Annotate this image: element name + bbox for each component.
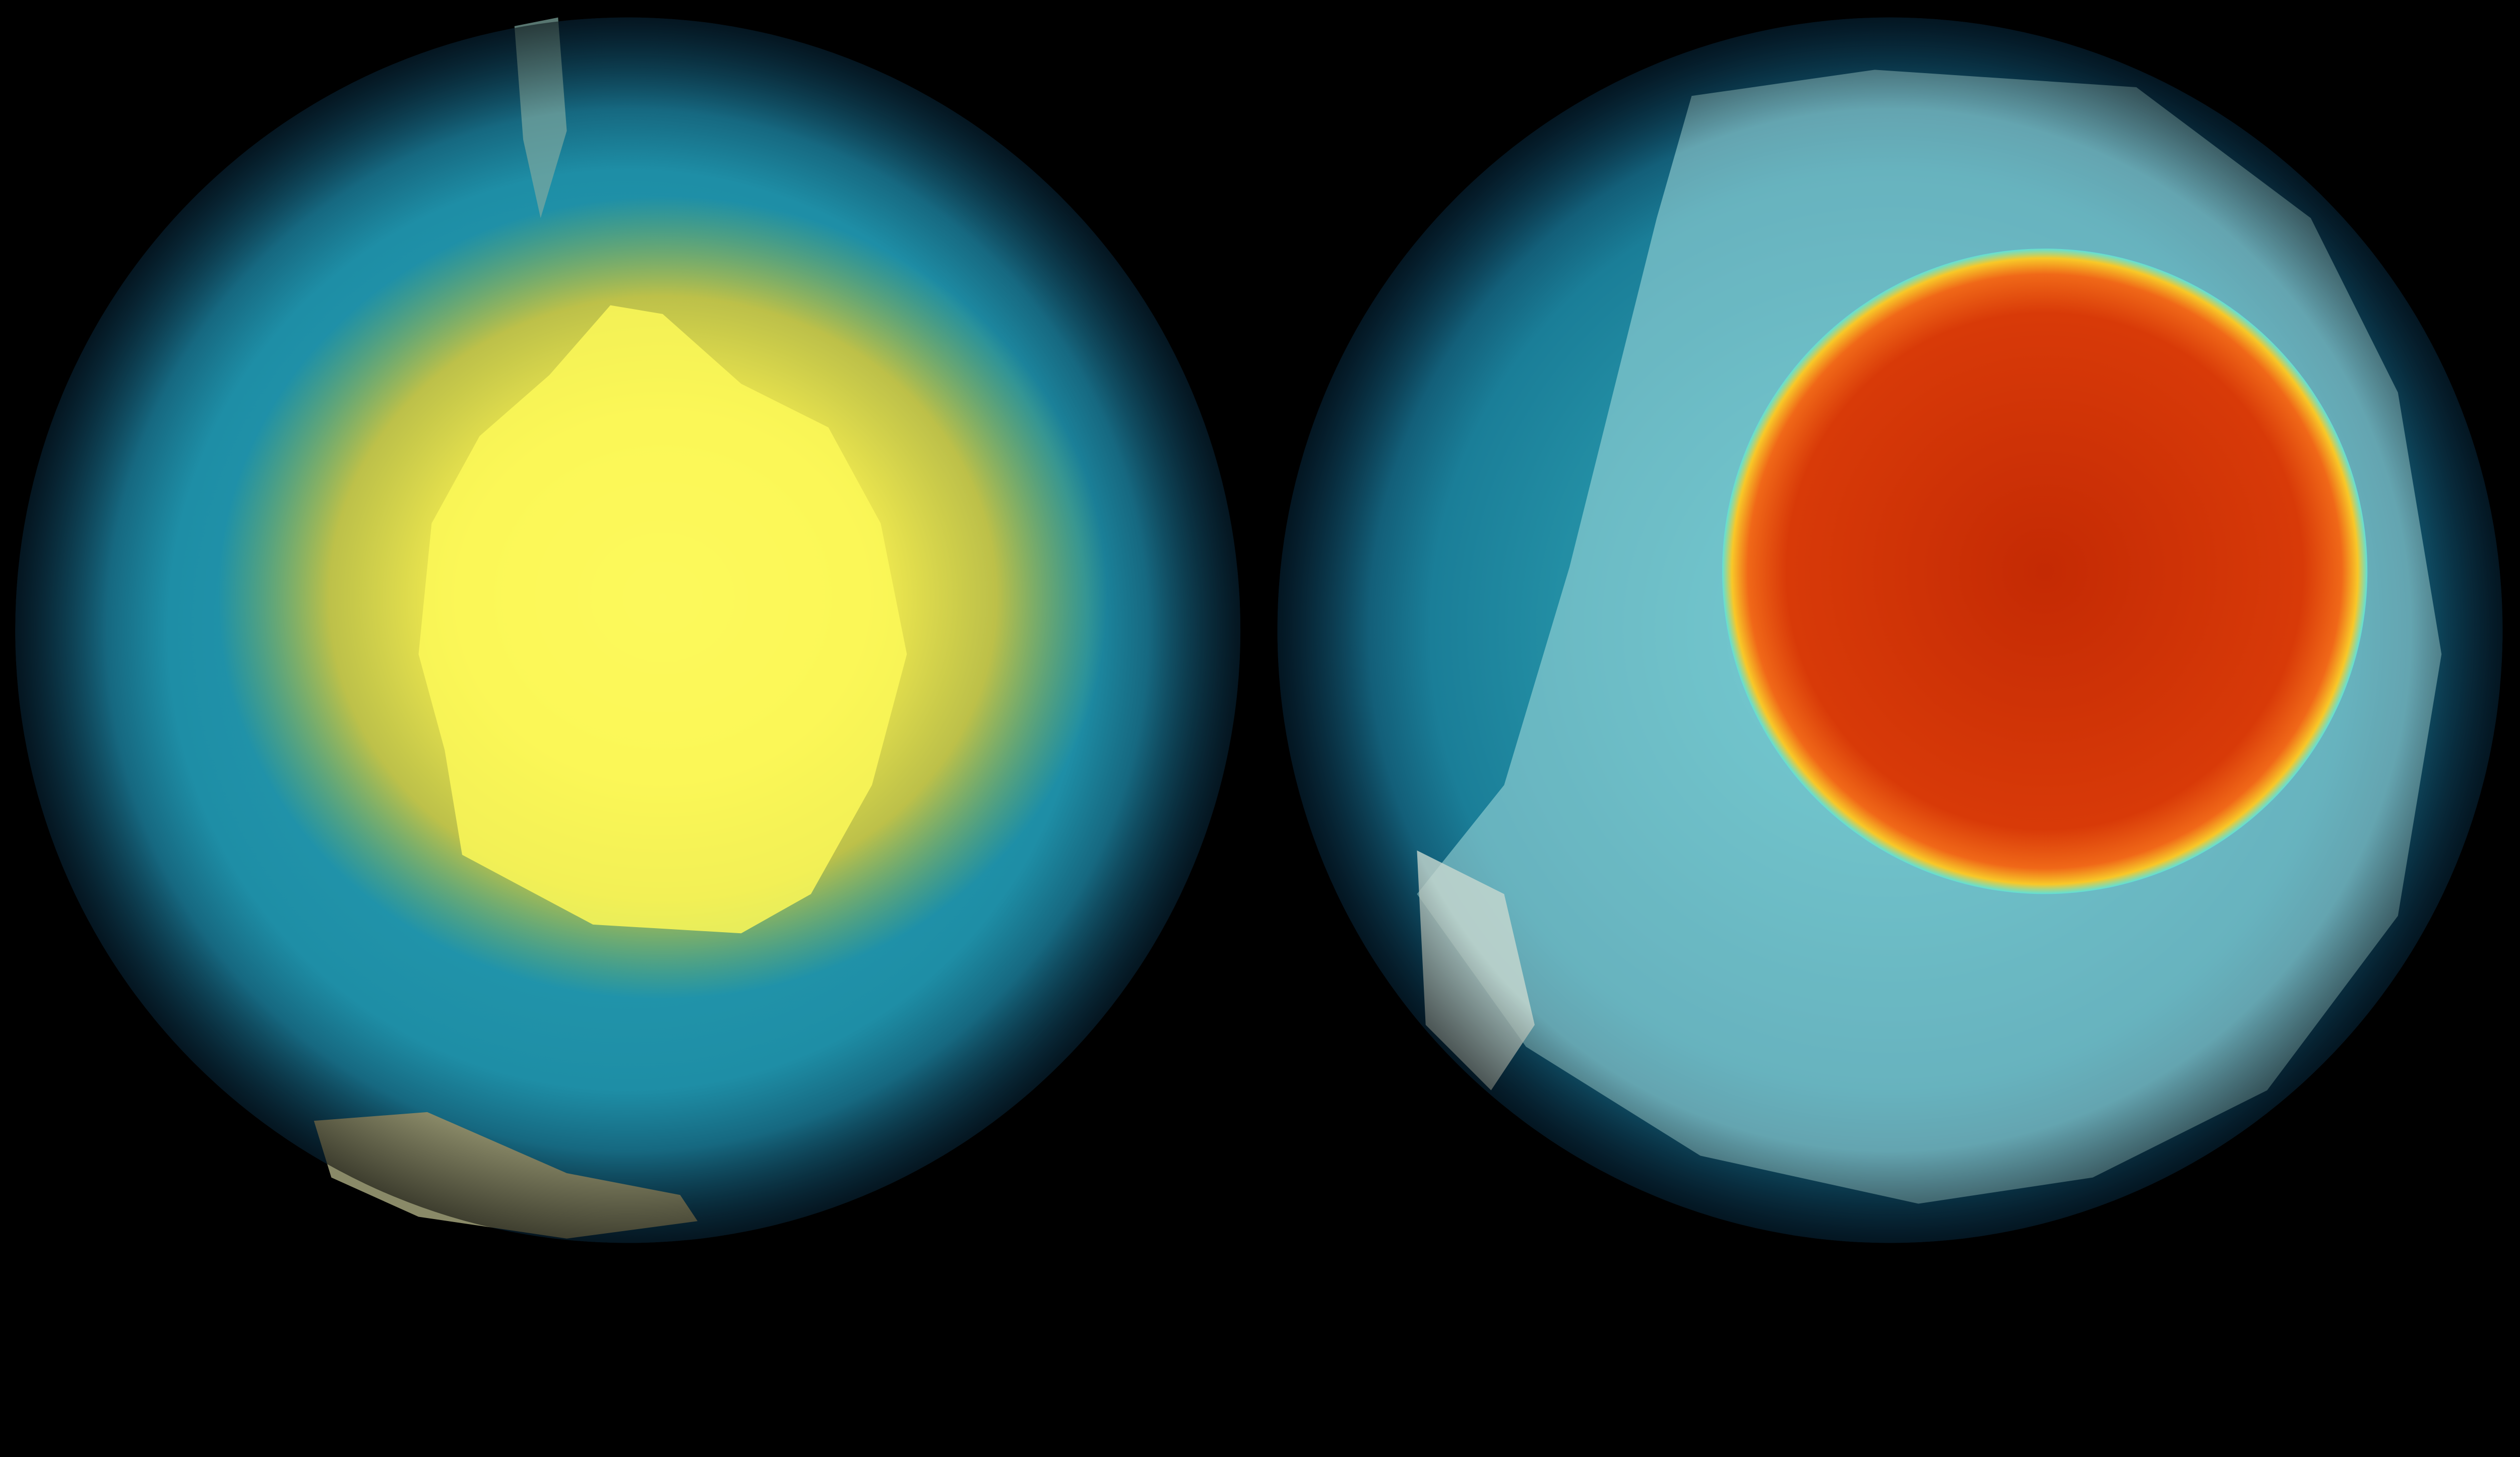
left-globe-limb-shade xyxy=(15,17,1241,1243)
right-globe-limb-shade xyxy=(1277,17,2503,1243)
left-globe xyxy=(15,17,1241,1243)
right-globe xyxy=(1277,17,2503,1243)
visualization-canvas xyxy=(15,17,2503,1243)
